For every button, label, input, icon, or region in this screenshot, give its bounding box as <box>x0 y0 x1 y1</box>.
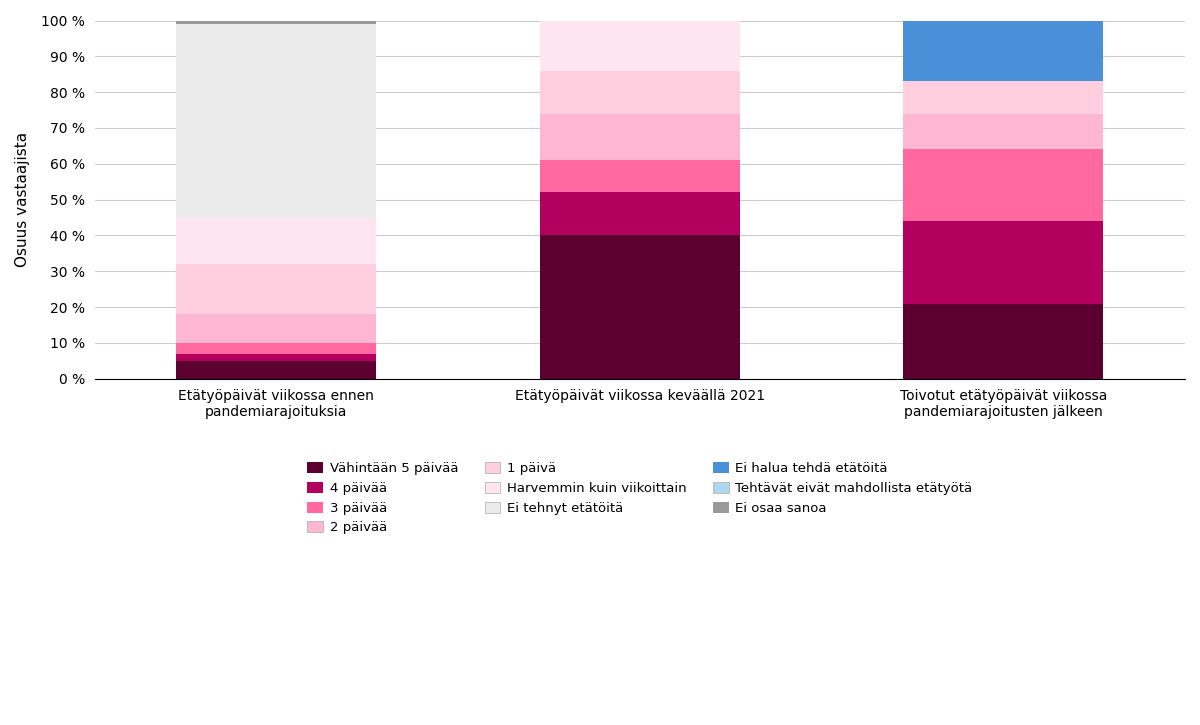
Bar <box>176 24 377 218</box>
Bar <box>904 81 1103 114</box>
Bar <box>540 114 739 160</box>
Bar <box>176 264 377 315</box>
Bar <box>904 114 1103 149</box>
Bar <box>904 149 1103 221</box>
Bar <box>904 304 1103 378</box>
Bar <box>176 343 377 354</box>
Bar <box>540 70 739 114</box>
Bar <box>904 221 1103 304</box>
Bar <box>540 160 739 192</box>
Bar <box>540 192 739 236</box>
Legend: Vähintään 5 päivää, 4 päivää, 3 päivää, 2 päivää, 1 päivä, Harvemmin kuin viikoi: Vähintään 5 päivää, 4 päivää, 3 päivää, … <box>302 457 978 539</box>
Bar <box>176 218 377 264</box>
Bar <box>904 0 1103 3</box>
Bar <box>540 20 739 70</box>
Bar <box>176 20 377 24</box>
Bar <box>540 236 739 378</box>
Bar <box>176 315 377 343</box>
Bar <box>904 17 1103 81</box>
Bar <box>176 361 377 378</box>
Y-axis label: Osuus vastaajista: Osuus vastaajista <box>14 132 30 268</box>
Bar <box>176 354 377 361</box>
Bar <box>904 3 1103 17</box>
